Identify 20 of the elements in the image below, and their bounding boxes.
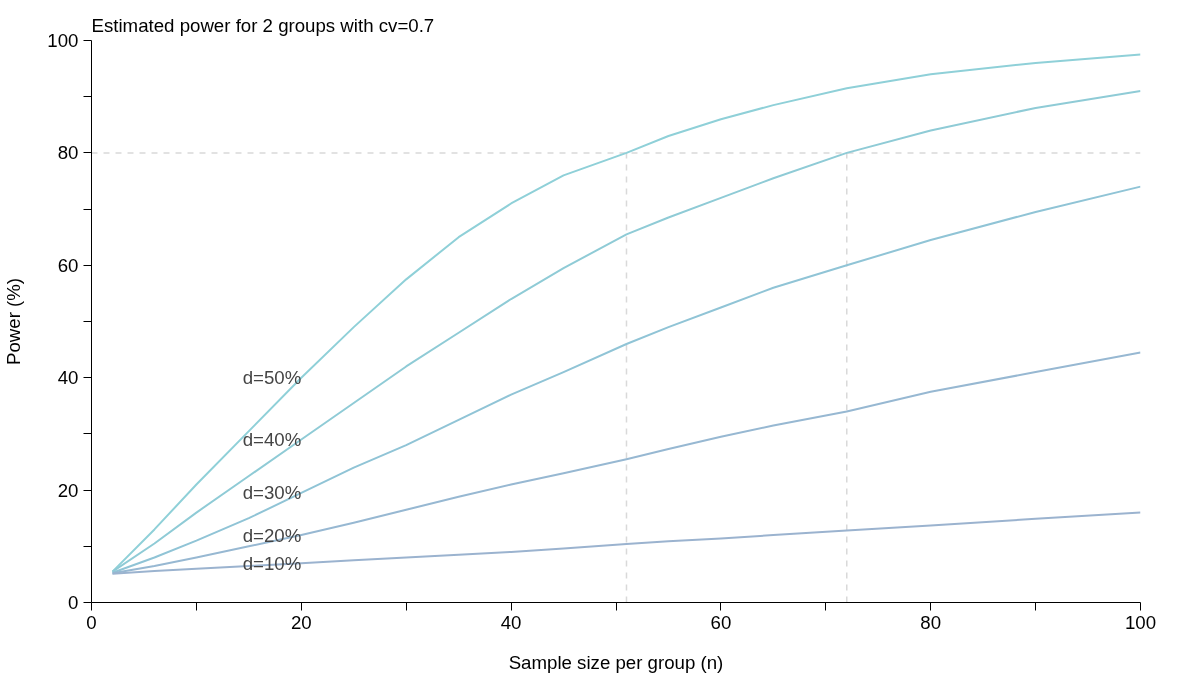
x-tick-label: 40 — [500, 611, 522, 633]
y-tick-label: 100 — [47, 30, 79, 51]
series-label: d=50% — [242, 367, 302, 389]
y-tick-label: 80 — [57, 142, 79, 164]
x-tick-label: 80 — [920, 611, 942, 633]
x-tick-label: 0 — [86, 611, 97, 633]
y-tick-label: 0 — [68, 592, 79, 613]
y-tick-label: 60 — [57, 254, 79, 276]
series-label: d=30% — [242, 482, 302, 504]
series-label: d=10% — [242, 552, 302, 574]
chart-title: Estimated power for 2 groups with cv=0.7 — [91, 14, 435, 36]
y-tick-label: 20 — [57, 479, 79, 501]
series-label: d=20% — [242, 524, 302, 546]
x-tick-label: 60 — [710, 611, 732, 633]
x-tick-label: 20 — [290, 611, 312, 633]
x-axis-title: Sample size per group (n) — [508, 651, 724, 673]
series-label: d=40% — [242, 429, 302, 451]
y-axis-title: Power (%) — [3, 277, 25, 366]
x-tick-label: 100 — [1124, 611, 1157, 633]
y-tick-label: 40 — [57, 367, 79, 389]
